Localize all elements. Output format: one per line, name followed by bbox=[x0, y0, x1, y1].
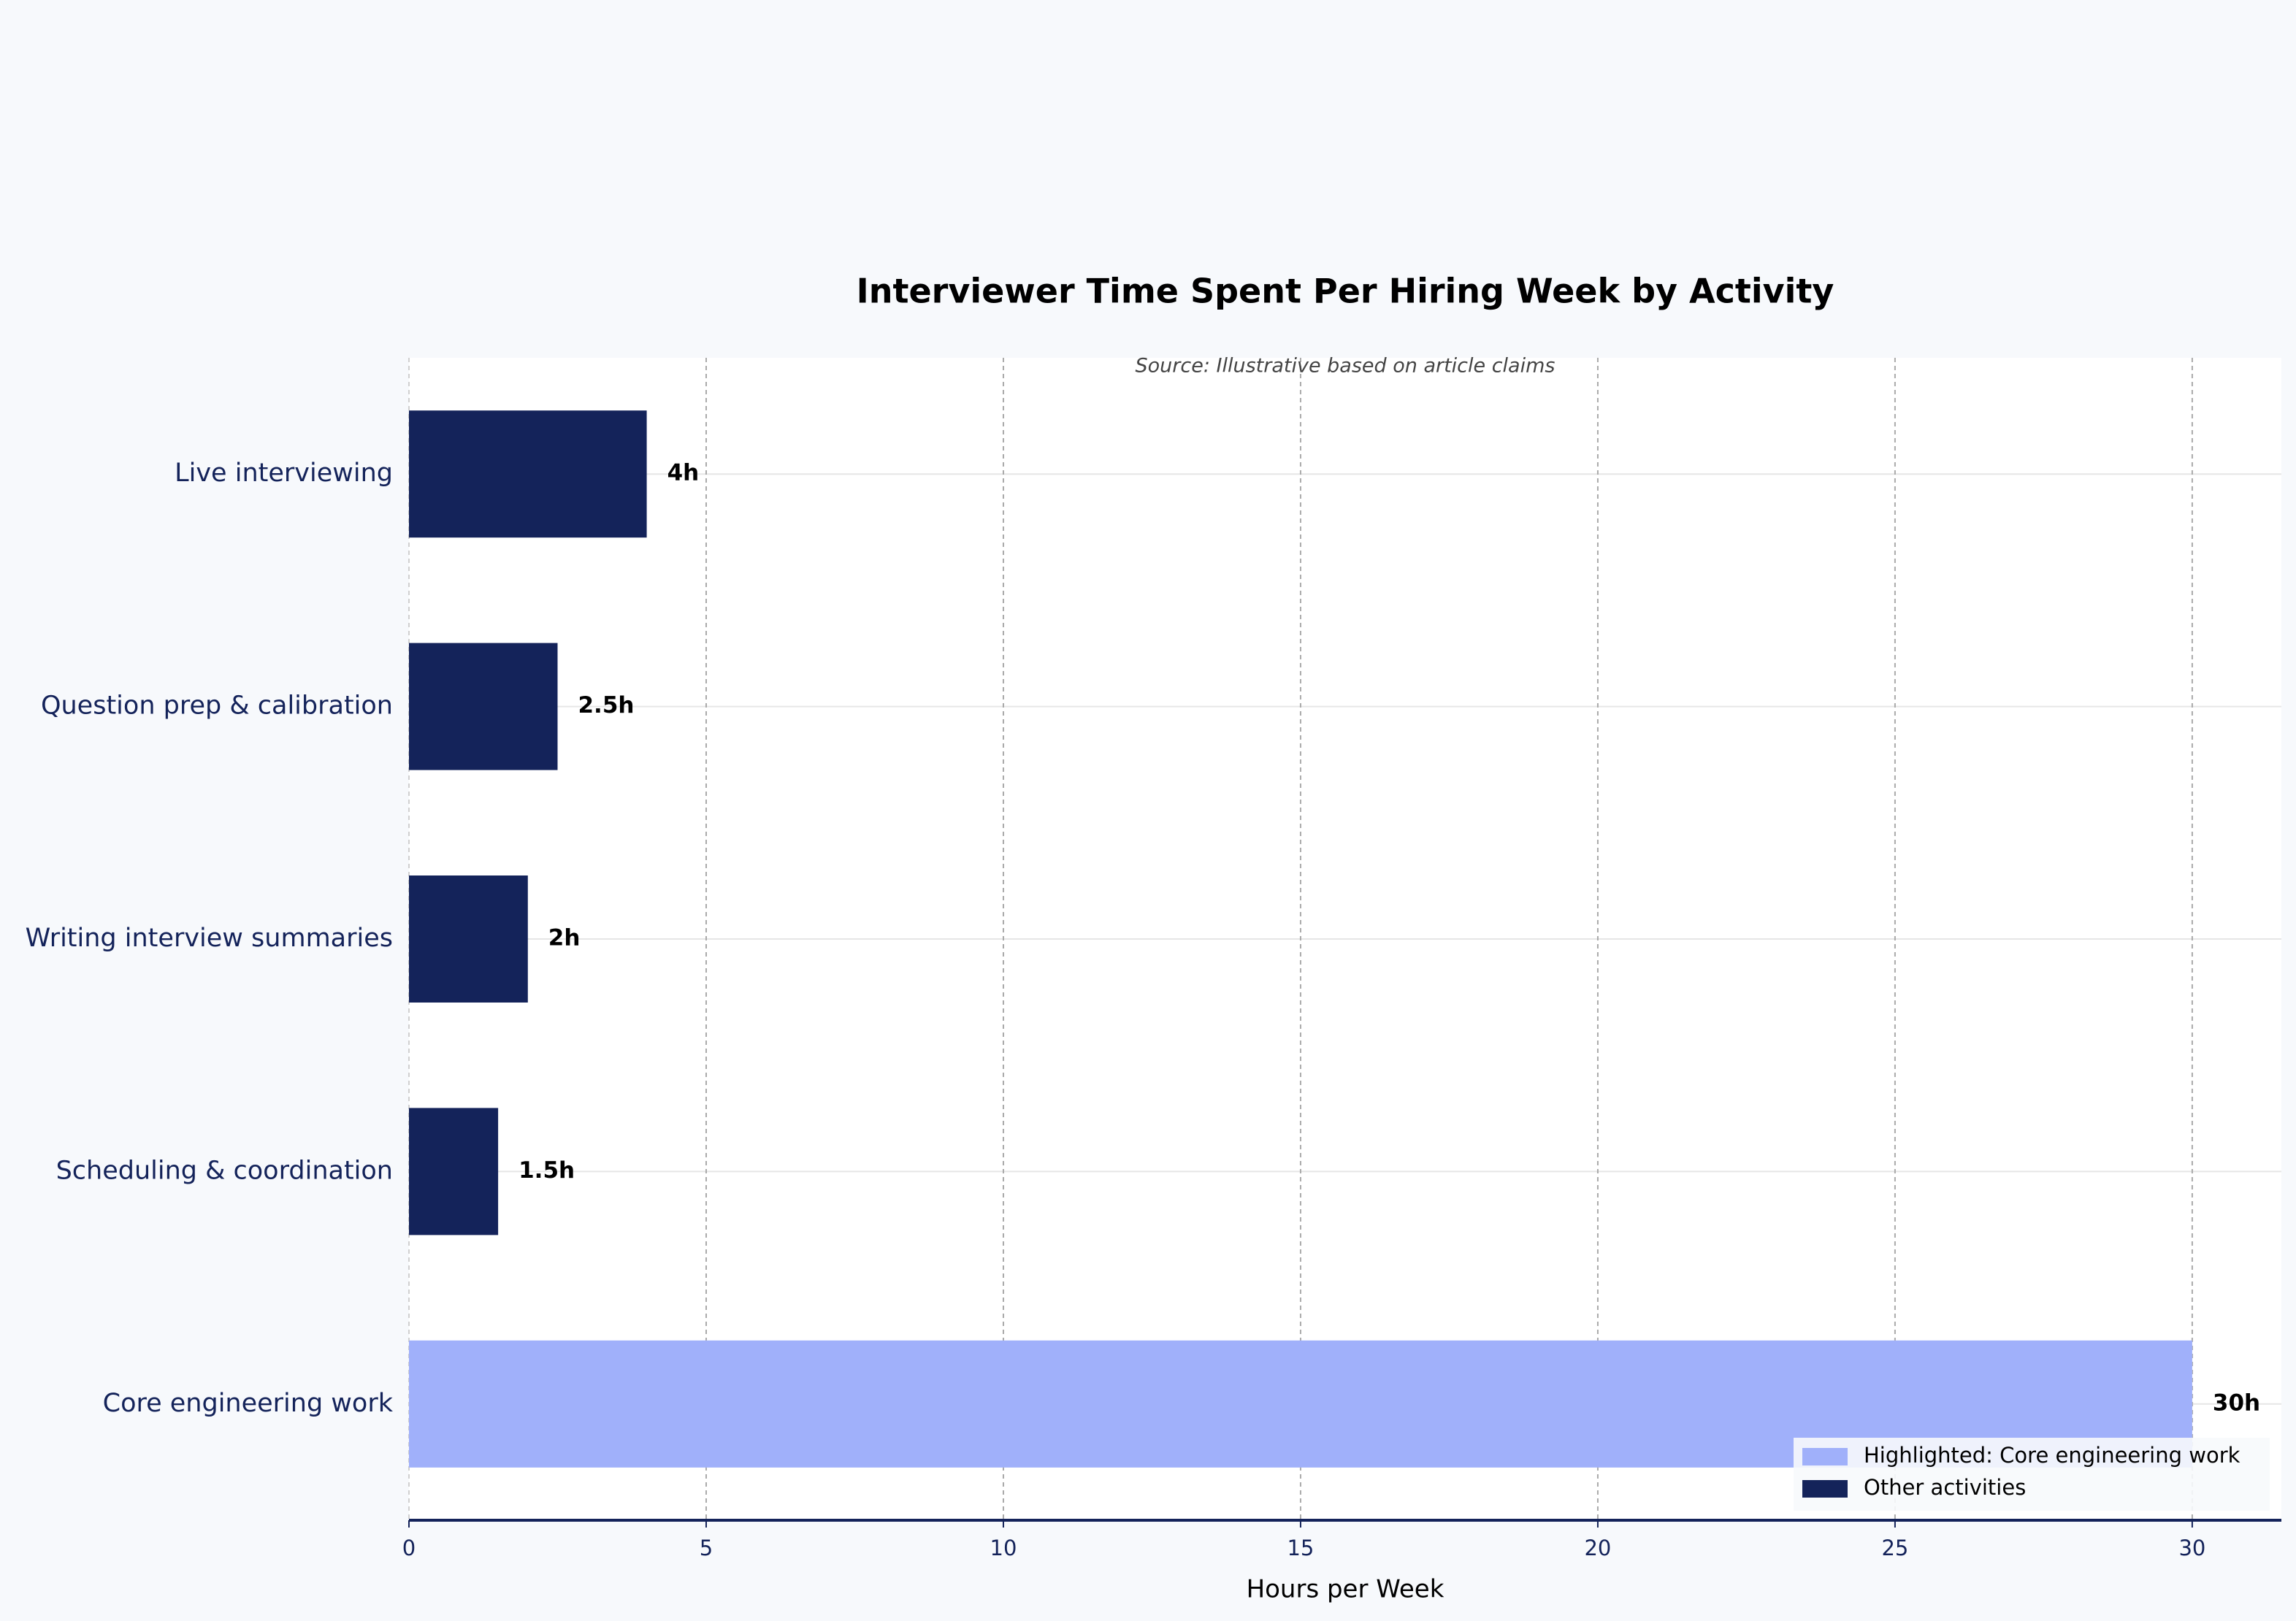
legend-box bbox=[1794, 1438, 2270, 1511]
bar bbox=[409, 875, 528, 1003]
bar bbox=[409, 643, 558, 770]
chart-title: Interviewer Time Spent Per Hiring Week b… bbox=[857, 272, 1834, 311]
category-label: Writing interview summaries bbox=[26, 924, 393, 953]
legend-label-other: Other activities bbox=[1864, 1475, 2026, 1500]
x-tick-label: 15 bbox=[1287, 1536, 1314, 1560]
x-tick-label: 10 bbox=[990, 1536, 1017, 1560]
labels: 0 5 10 15 20 25 30 Live interviewing 4h Question … bbox=[26, 459, 2260, 1560]
x-axis-label: Hours per Week bbox=[1247, 1575, 1444, 1604]
legend: Highlighted: Core engineering work Other… bbox=[1794, 1438, 2270, 1511]
bar bbox=[409, 1108, 499, 1235]
value-label: 4h bbox=[667, 460, 700, 486]
value-label: 2h bbox=[548, 925, 581, 951]
legend-swatch-other bbox=[1802, 1480, 1848, 1498]
legend-swatch-highlight bbox=[1802, 1448, 1848, 1465]
x-tick-label: 20 bbox=[1584, 1536, 1611, 1560]
category-label: Core engineering work bbox=[103, 1389, 394, 1418]
grid bbox=[408, 358, 2281, 1528]
value-label: 1.5h bbox=[518, 1157, 575, 1184]
x-tick-label: 5 bbox=[700, 1536, 713, 1560]
x-tick-label: 25 bbox=[1881, 1536, 1908, 1560]
value-label: 2.5h bbox=[578, 692, 634, 718]
x-tick-label: 0 bbox=[402, 1536, 416, 1560]
chart-subtitle: Source: Illustrative based on article cl… bbox=[1136, 355, 1555, 378]
value-label: 30h bbox=[2213, 1390, 2260, 1416]
bar bbox=[409, 410, 647, 538]
legend-label-highlight: Highlighted: Core engineering work bbox=[1864, 1443, 2240, 1468]
category-label: Live interviewing bbox=[175, 459, 393, 488]
x-tick-label: 30 bbox=[2178, 1536, 2205, 1560]
category-label: Question prep & calibration bbox=[41, 691, 393, 721]
category-label: Scheduling & coordination bbox=[56, 1156, 393, 1185]
